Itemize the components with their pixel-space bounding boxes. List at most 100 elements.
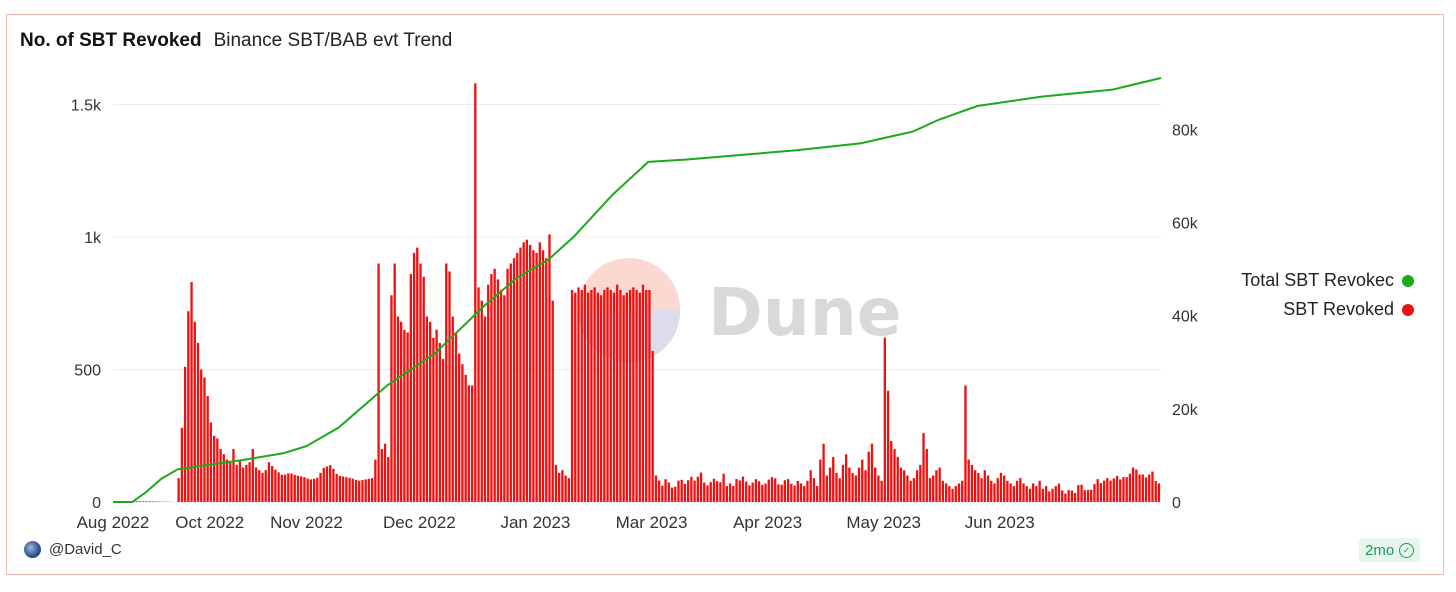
bar <box>832 456 835 502</box>
bar <box>864 470 867 502</box>
bar <box>438 343 442 502</box>
bar <box>1025 486 1028 502</box>
bar <box>451 316 454 502</box>
bar <box>861 459 864 502</box>
bar <box>312 478 316 502</box>
bar <box>557 472 561 502</box>
bar <box>516 252 519 502</box>
bar <box>983 470 986 502</box>
legend-item-total[interactable]: Total SBT Revokec <box>1241 270 1414 291</box>
legend-label-revoked: SBT Revoked <box>1283 299 1394 319</box>
bar <box>506 268 509 502</box>
bar <box>335 473 338 502</box>
bar <box>664 479 667 502</box>
bar <box>925 449 928 502</box>
bar <box>532 250 535 502</box>
bar <box>487 284 490 502</box>
bar <box>1041 488 1045 502</box>
bar <box>351 478 354 502</box>
bar <box>206 396 209 502</box>
bar <box>719 482 722 502</box>
bar <box>235 464 238 502</box>
bar <box>499 290 503 502</box>
bar <box>790 483 793 502</box>
total-revoked-line <box>113 77 1162 503</box>
bar <box>670 487 674 502</box>
bar-series <box>116 83 1161 503</box>
bar <box>1096 479 1099 502</box>
freshness-text: 2mo <box>1365 541 1395 559</box>
bar <box>461 364 464 502</box>
bar <box>393 263 396 502</box>
bar <box>893 449 896 502</box>
bar <box>1077 485 1080 502</box>
bar <box>990 480 993 502</box>
bar <box>522 242 525 503</box>
bar <box>271 465 274 502</box>
bar <box>1070 490 1074 502</box>
legend-item-revoked[interactable]: SBT Revoked <box>1283 299 1414 320</box>
bar <box>148 501 151 502</box>
bar <box>177 478 180 502</box>
y-axis-left: 0 500 1k 1.5k <box>71 98 102 513</box>
bar <box>225 459 229 502</box>
bar <box>370 478 374 502</box>
bar <box>822 443 825 502</box>
bar <box>216 438 219 502</box>
bar <box>425 316 429 502</box>
bar <box>403 329 406 502</box>
bar <box>367 478 371 502</box>
bar <box>819 459 822 502</box>
bar <box>274 469 277 502</box>
x-tick-label: Jun 2023 <box>965 513 1035 532</box>
bar <box>674 486 677 502</box>
bar <box>874 467 877 502</box>
bar <box>941 480 945 502</box>
bar <box>848 467 851 502</box>
bar <box>835 472 838 502</box>
bar <box>870 443 874 502</box>
bar <box>880 480 883 502</box>
bar <box>844 454 848 502</box>
bar <box>1151 471 1154 502</box>
bar <box>1154 480 1157 502</box>
bar <box>1012 486 1015 502</box>
bar <box>429 321 432 502</box>
x-axis: Aug 2022 Oct 2022 Nov 2022 Dec 2022 Jan 2023… <box>77 513 1035 532</box>
legend-dot-green-icon <box>1402 275 1414 288</box>
bar <box>667 482 670 502</box>
bar <box>612 292 616 502</box>
bar <box>406 332 409 502</box>
bar <box>748 485 751 502</box>
chart-title-bar: No. of SBT Revoked Binance SBT/BAB evt Tr… <box>20 30 452 52</box>
bar <box>909 480 912 502</box>
author-name[interactable]: @David_C <box>49 541 122 558</box>
bar <box>241 467 245 502</box>
bar <box>1044 486 1048 502</box>
bar <box>277 472 280 502</box>
bar <box>554 464 558 502</box>
bar <box>548 234 551 502</box>
y-left-tick-label: 1k <box>84 230 102 247</box>
bar <box>200 369 203 502</box>
bar <box>1125 477 1128 502</box>
bar <box>432 337 435 502</box>
bar <box>258 470 261 502</box>
bar <box>445 263 448 502</box>
author[interactable]: @David_C <box>24 541 122 558</box>
bar <box>477 287 480 502</box>
bar <box>657 480 661 502</box>
bar <box>886 390 890 502</box>
bar <box>341 476 345 502</box>
bar <box>1061 490 1064 502</box>
bar <box>661 485 664 502</box>
bar <box>722 473 725 502</box>
freshness-badge[interactable]: 2mo ✓ <box>1359 538 1421 562</box>
bar <box>906 475 909 502</box>
bar <box>751 482 754 502</box>
bar <box>857 467 861 502</box>
bar <box>957 483 961 502</box>
bar <box>545 258 548 502</box>
bar <box>812 478 816 502</box>
